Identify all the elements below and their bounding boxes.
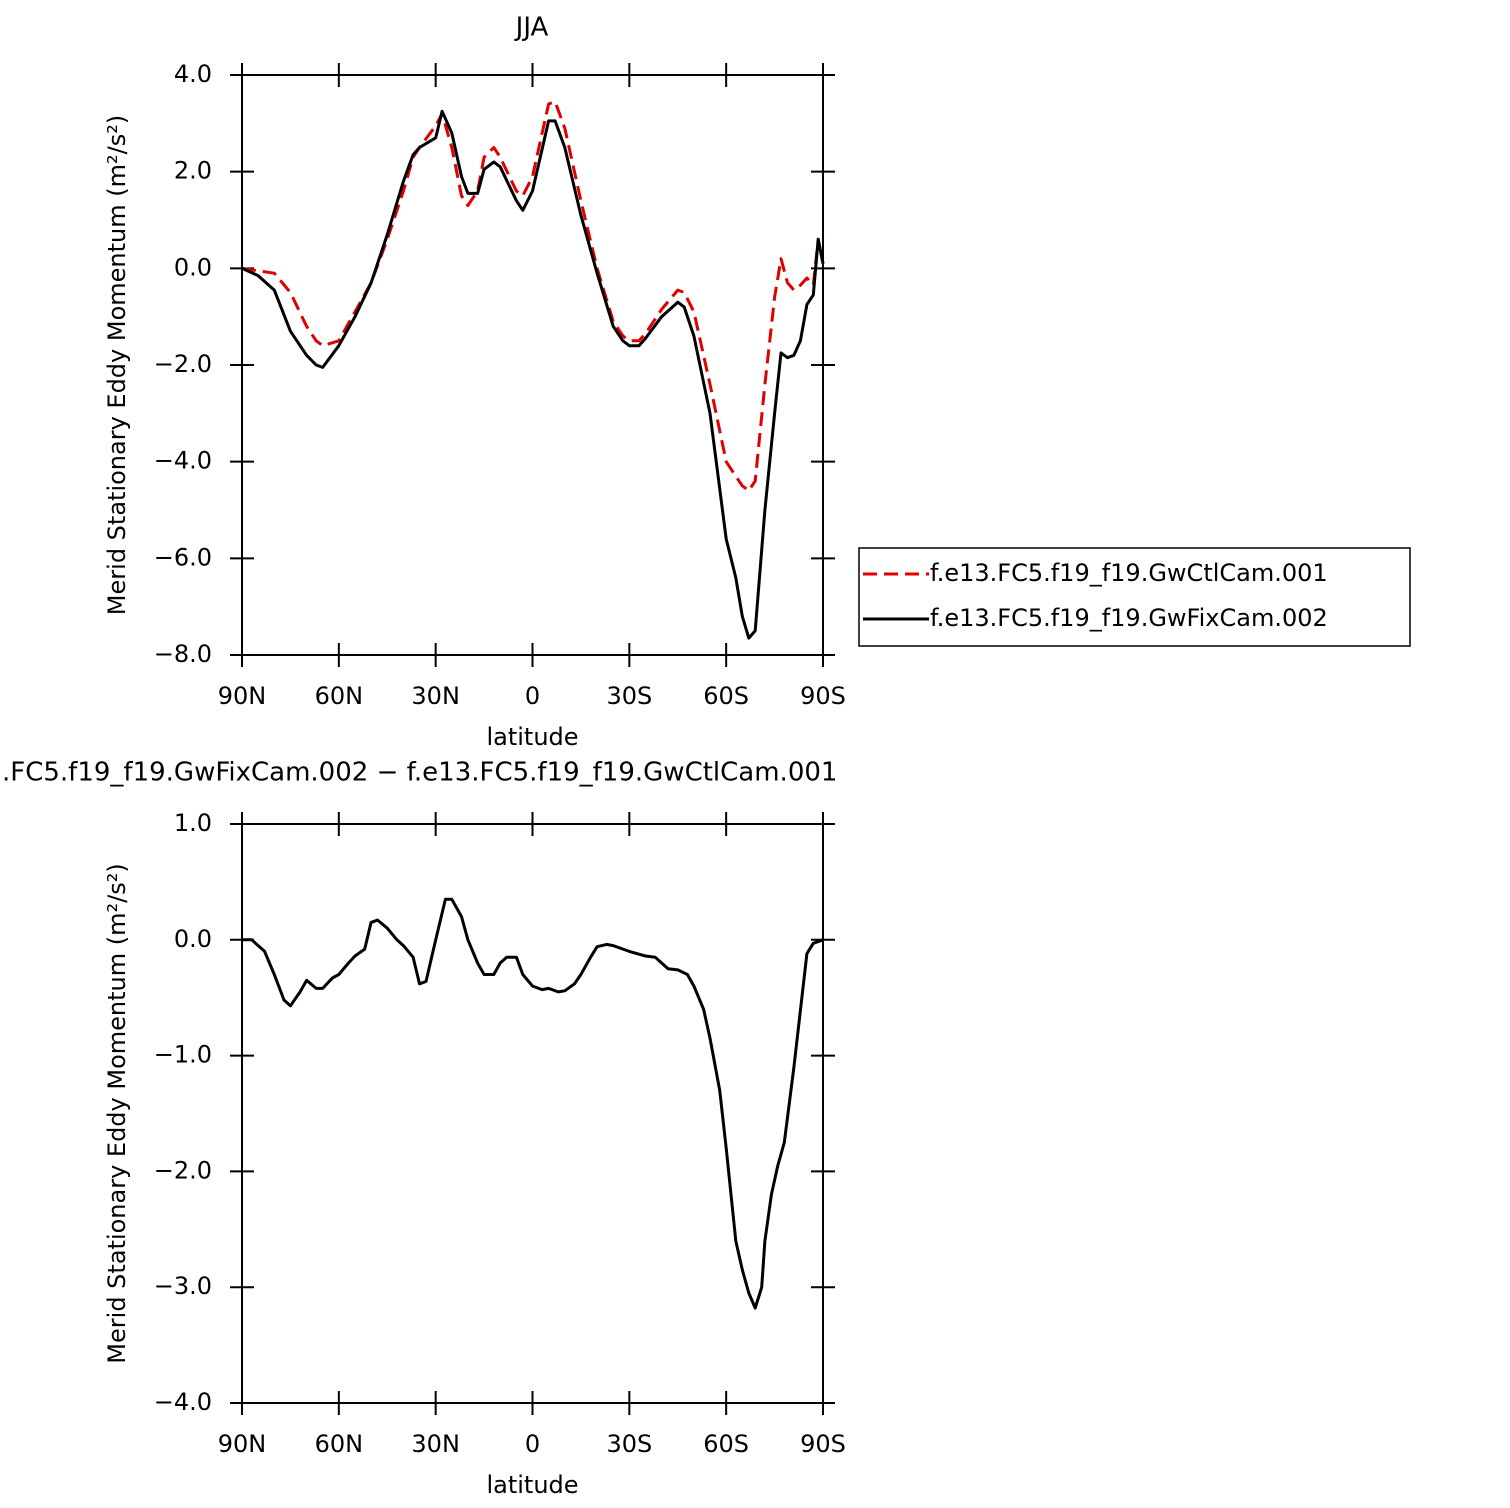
chart-title: JJA	[514, 13, 549, 43]
data-line	[241, 109, 825, 640]
data-line	[242, 897, 824, 1310]
x-tick-label: 30S	[606, 682, 652, 710]
x-tick-label: 60S	[703, 682, 749, 710]
x-tick-label: 0	[525, 682, 540, 710]
x-axis-label: latitude	[486, 1471, 578, 1499]
y-tick-label: 1.0	[174, 809, 212, 837]
y-tick-label: 0.0	[174, 253, 212, 281]
x-tick-label: 90S	[800, 682, 846, 710]
data-line	[241, 100, 825, 493]
y-tick-label: −4.0	[154, 1388, 212, 1416]
y-axis-label: Merid Stationary Eddy Momentum (m²/s²)	[103, 863, 131, 1363]
legend-label: f.e13.FC5.f19_f19.GwCtlCam.001	[930, 559, 1328, 587]
x-tick-label: 90S	[800, 1430, 846, 1458]
y-tick-label: −1.0	[154, 1041, 212, 1069]
y-axis-label: Merid Stationary Eddy Momentum (m²/s²)	[103, 115, 131, 615]
x-tick-label: 60S	[703, 1430, 749, 1458]
y-tick-label: −2.0	[154, 1156, 212, 1184]
x-tick-label: 30S	[606, 1430, 652, 1458]
y-tick-label: −4.0	[154, 447, 212, 475]
y-tick-label: 4.0	[174, 60, 212, 88]
y-tick-label: −3.0	[154, 1272, 212, 1300]
x-tick-label: 30N	[411, 1430, 460, 1458]
legend-box	[858, 547, 1411, 647]
x-tick-label: 60N	[315, 682, 364, 710]
x-tick-label: 60N	[315, 1430, 364, 1458]
y-tick-label: −8.0	[154, 640, 212, 668]
y-tick-label: −6.0	[154, 543, 212, 571]
y-tick-label: 2.0	[174, 157, 212, 185]
x-tick-label: 30N	[411, 682, 460, 710]
x-axis-label: latitude	[486, 723, 578, 751]
x-tick-label: 0	[525, 1430, 540, 1458]
x-tick-label: 90N	[218, 682, 267, 710]
chart-title: .FC5.f19_f19.GwFixCam.002 − f.e13.FC5.f1…	[2, 758, 837, 788]
y-tick-label: 0.0	[174, 925, 212, 953]
plot-frame	[241, 823, 824, 1404]
legend-label: f.e13.FC5.f19_f19.GwFixCam.002	[930, 604, 1328, 632]
plot-frame	[241, 74, 824, 656]
y-tick-label: −2.0	[154, 350, 212, 378]
x-tick-label: 90N	[218, 1430, 267, 1458]
